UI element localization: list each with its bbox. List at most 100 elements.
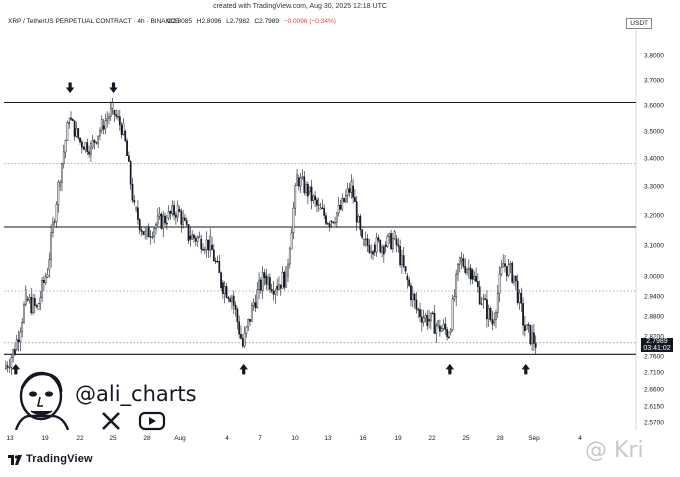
candle-body xyxy=(129,161,132,185)
x-tick-label: 4 xyxy=(225,435,229,442)
candle-body xyxy=(180,211,183,225)
candle-body xyxy=(28,296,31,301)
candle-body xyxy=(265,275,268,285)
candle-body xyxy=(82,146,85,150)
candle-body xyxy=(80,141,83,148)
symbol-description[interactable]: XRP / TetherUS PERPETUAL CONTRACT · 4h ·… xyxy=(8,18,180,25)
down-arrow-marker xyxy=(65,82,75,93)
candle-body xyxy=(392,238,394,250)
candle-body xyxy=(341,197,344,210)
candle-body xyxy=(415,299,418,310)
candle-body xyxy=(408,279,411,286)
candle-body xyxy=(307,184,309,197)
candle-body xyxy=(48,259,51,271)
candle-body xyxy=(171,205,174,214)
x-icon[interactable] xyxy=(100,410,122,432)
candle-body xyxy=(203,249,206,251)
candle-body xyxy=(10,357,13,368)
candle-body xyxy=(178,208,181,212)
candle-body xyxy=(97,135,100,144)
candle-body xyxy=(426,314,429,327)
candle-body xyxy=(113,109,116,115)
up-arrow-marker xyxy=(11,363,21,375)
candle-body xyxy=(395,238,398,246)
candle-body xyxy=(467,267,470,270)
candle-body xyxy=(496,292,499,313)
candle-body xyxy=(39,297,42,304)
x-tick-label: 22 xyxy=(76,435,84,442)
candle-body xyxy=(185,220,188,225)
candle-body xyxy=(491,319,494,325)
y-tick-label: 3.4000 xyxy=(644,156,664,163)
x-tick-label: 16 xyxy=(359,435,367,442)
candle-body xyxy=(502,263,505,268)
candle-body xyxy=(363,239,365,246)
candle-body xyxy=(355,201,358,223)
candle-body xyxy=(477,281,479,287)
candle-body xyxy=(77,128,80,139)
candle-body xyxy=(232,295,235,306)
candle-body xyxy=(469,267,472,280)
candle-body xyxy=(464,266,467,273)
candle-body xyxy=(319,207,322,210)
candle-body xyxy=(317,204,320,206)
currency-label[interactable]: USDT xyxy=(626,18,652,29)
candle-body xyxy=(462,258,465,267)
candle-body xyxy=(431,312,434,314)
candle-body xyxy=(86,142,89,152)
candle-body xyxy=(111,102,114,109)
candle-body xyxy=(122,123,125,135)
candle-body xyxy=(466,269,468,273)
x-tick-label: Sep xyxy=(528,435,540,442)
candle-body xyxy=(429,312,432,322)
candle-body xyxy=(346,188,349,196)
candle-body xyxy=(227,297,230,299)
youtube-icon[interactable] xyxy=(138,410,166,432)
x-tick-label: Aug xyxy=(174,435,186,442)
candle-body xyxy=(156,215,159,225)
candle-body xyxy=(439,325,441,332)
candle-body xyxy=(102,125,105,130)
candle-body xyxy=(498,273,501,294)
tradingview-logo-text[interactable]: TradingView xyxy=(26,453,93,465)
candle-body xyxy=(390,233,392,250)
up-arrow-marker xyxy=(521,363,530,375)
candle-body xyxy=(386,236,389,247)
candle-body xyxy=(303,176,306,193)
up-arrow-marker xyxy=(445,363,455,375)
candle-body xyxy=(379,240,382,253)
candle-body xyxy=(250,305,253,322)
candle-body xyxy=(238,321,241,335)
candle-body xyxy=(330,220,333,223)
candle-body xyxy=(43,280,45,283)
x-tick-label: 19 xyxy=(394,435,402,442)
candle-body xyxy=(442,323,445,329)
candle-body xyxy=(95,142,98,144)
candle-body xyxy=(164,215,166,224)
candle-body xyxy=(334,222,336,224)
candle-body xyxy=(207,239,210,251)
candle-body xyxy=(99,129,101,137)
y-tick-label: 3.5000 xyxy=(644,129,664,136)
candle-body xyxy=(57,181,60,205)
x-tick-label: 7 xyxy=(258,435,262,442)
x-tick-label: 28 xyxy=(496,435,504,442)
candle-body xyxy=(243,332,246,347)
candle-body xyxy=(24,289,27,305)
candle-body xyxy=(66,122,69,141)
candle-body xyxy=(137,207,139,220)
candle-body xyxy=(260,279,262,291)
candle-body xyxy=(325,215,327,224)
last-price-countdown: 03:41:02 xyxy=(643,345,671,352)
candle-body xyxy=(388,233,391,237)
candle-body xyxy=(321,207,324,209)
candle-body xyxy=(428,319,430,322)
candle-body xyxy=(118,116,121,126)
candle-body xyxy=(278,284,280,290)
candle-body xyxy=(241,338,244,347)
candle-body xyxy=(422,317,425,323)
candle-body xyxy=(50,232,52,260)
candle-body xyxy=(276,285,279,290)
candle-body xyxy=(106,118,109,121)
